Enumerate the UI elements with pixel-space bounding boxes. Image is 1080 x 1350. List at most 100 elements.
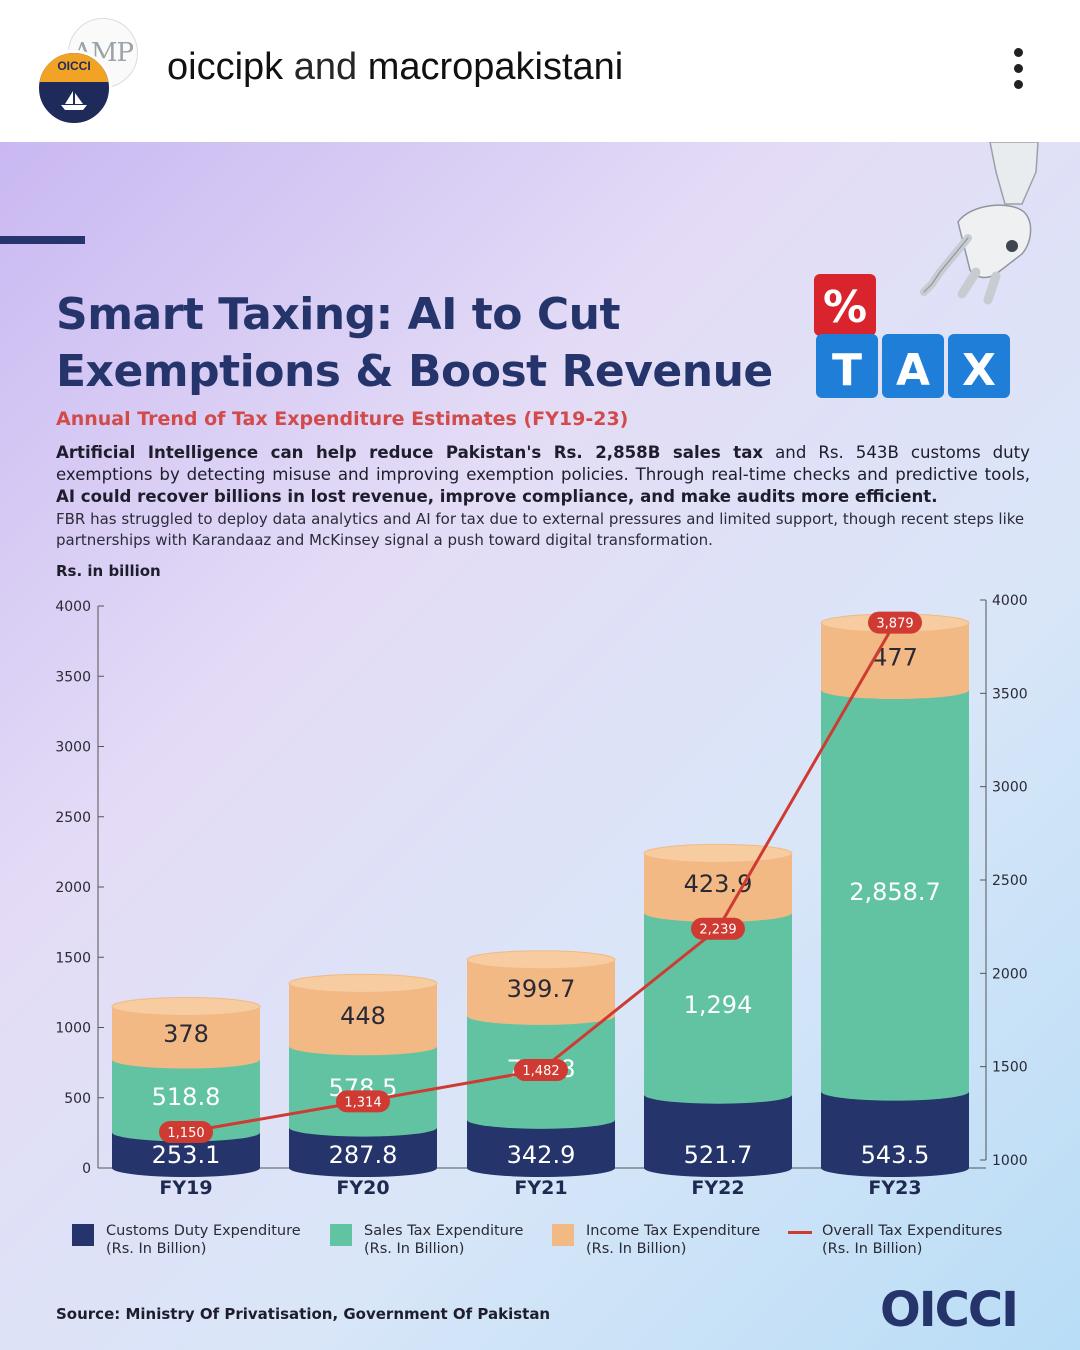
intro-paragraph: Artificial Intelligence can help reduce …: [56, 442, 1030, 508]
overall-label-FY22: 2,239: [699, 923, 736, 938]
y-tick-label-left-2: 1000: [55, 1021, 91, 1037]
y-tick-label-right-1: 1500: [992, 1060, 1028, 1076]
ship-icon: [61, 91, 87, 110]
bar-bottom-cap-FY22-2: [644, 903, 792, 922]
overall-label-FY19: 1,150: [167, 1126, 204, 1141]
robot-hand-tax-illustration: % T A X: [814, 142, 1039, 398]
avatar-front-text: OICCI: [57, 59, 91, 73]
bar-bottom-cap-FY20-0: [289, 1159, 437, 1177]
overall-label-FY23: 3,879: [876, 617, 913, 632]
tax-tiles: % T A X: [814, 274, 1010, 398]
tile-t: T: [832, 345, 862, 396]
y-tick-label-right-5: 3500: [992, 686, 1028, 702]
bar-top-cap-FY20: [289, 974, 437, 993]
value-label-FY19-2: 378: [163, 1020, 209, 1048]
value-label-FY20-0: 287.8: [329, 1141, 398, 1169]
y-tick-label-left-7: 3500: [55, 669, 91, 685]
oicci-logo: OICCI: [880, 1282, 1019, 1338]
bar-bottom-cap-FY21-1: [467, 1110, 615, 1129]
y-axis-unit-label: Rs. in billion: [56, 562, 161, 580]
intro-bold-2: AI could recover billions in lost revenu…: [56, 487, 938, 506]
legend-item-sales: Sales Tax Expenditure (Rs. In Billion): [330, 1222, 544, 1258]
source-note: Source: Ministry Of Privatisation, Gover…: [56, 1305, 551, 1323]
intro-bold-1: Artificial Intelligence can help reduce …: [56, 443, 764, 462]
legend-swatch-sales: [330, 1224, 352, 1246]
avatar-oiccipk[interactable]: OICCI: [36, 50, 112, 126]
account-name-2[interactable]: macropakistani: [367, 46, 624, 88]
overall-label-FY20: 1,314: [344, 1095, 381, 1110]
bar-bottom-cap-FY23-0: [821, 1159, 969, 1177]
legend-label-income: Income Tax Expenditure (Rs. In Billion): [586, 1223, 761, 1257]
value-label-FY22-2: 423.9: [684, 870, 753, 898]
bar-top-cap-FY22: [644, 844, 792, 863]
bar-FY20-2: [289, 983, 437, 1047]
x-tick-label-FY22: FY22: [691, 1177, 744, 1199]
bar-bottom-cap-FY20-1: [289, 1118, 437, 1137]
infographic-poster: % T A X Smart Taxing: AI to Cut Exemptio…: [0, 142, 1080, 1350]
bar-top-cap-edge-FY20: [288, 973, 438, 993]
legend-label-sales: Sales Tax Expenditure (Rs. In Billion): [364, 1223, 524, 1257]
value-label-FY23-0: 543.5: [861, 1141, 930, 1169]
value-label-FY22-0: 521.7: [684, 1141, 753, 1169]
x-tick-label-FY21: FY21: [514, 1177, 567, 1199]
bar-FY19-1: [112, 1059, 260, 1133]
bar-bottom-cap-FY23-2: [821, 680, 969, 699]
bar-bottom-cap-FY22-0: [644, 1159, 792, 1177]
note-paragraph: FBR has struggled to deploy data analyti…: [56, 510, 1025, 549]
bar-FY20-1: [289, 1046, 437, 1128]
x-tick-label-FY20: FY20: [336, 1177, 389, 1199]
y-tick-label-right-2: 2000: [992, 966, 1028, 982]
bar-FY23-2: [821, 622, 969, 690]
bar-bottom-cap-FY22-1: [644, 1085, 792, 1104]
accent-bar: [0, 236, 85, 244]
title-line-2: Exemptions & Boost Revenue: [56, 346, 773, 397]
intro-text-1: and Rs. 543B customs duty exemptions by …: [56, 443, 1030, 484]
bar-bottom-cap-FY21-2: [467, 1006, 615, 1025]
y-tick-label-left-6: 3000: [55, 740, 91, 756]
percent-tile-text: %: [823, 282, 867, 333]
value-label-FY22-1: 1,294: [684, 991, 753, 1019]
legend-label-customs: Customs Duty Expenditure (Rs. In Billion…: [106, 1223, 301, 1257]
title-line-1: Smart Taxing: AI to Cut: [56, 289, 620, 340]
bar-top-cap-FY19: [112, 997, 260, 1016]
y-tick-label-right-0: 1000: [992, 1153, 1028, 1169]
y-tick-label-right-3: 2500: [992, 873, 1028, 889]
bar-top-cap-edge-FY21: [466, 950, 616, 970]
y-tick-label-left-0: 0: [82, 1161, 91, 1177]
bar-FY22-1: [644, 912, 792, 1095]
legend-swatch-customs: [72, 1224, 94, 1246]
x-tick-label-FY23: FY23: [868, 1177, 921, 1199]
bar-bottom-cap-FY21-0: [467, 1159, 615, 1177]
legend-label-overall: Overall Tax Expenditures (Rs. In Billion…: [822, 1223, 1003, 1257]
y-tick-label-right-6: 4000: [992, 593, 1028, 609]
bar-bottom-cap-FY19-0: [112, 1159, 260, 1177]
legend-line-overall: [788, 1231, 812, 1234]
chart-legend: Customs Duty Expenditure (Rs. In Billion…: [72, 1222, 1032, 1266]
overall-pill-FY22: [691, 917, 745, 940]
y-tick-label-left-8: 4000: [55, 599, 91, 615]
bar-top-cap-FY21: [467, 950, 615, 969]
bar-FY22-0: [644, 1094, 792, 1168]
account-name-1[interactable]: oiccipk: [167, 46, 284, 88]
legend-item-income: Income Tax Expenditure (Rs. In Billion): [552, 1222, 782, 1258]
overall-pill-FY23: [868, 611, 922, 634]
value-label-FY20-2: 448: [340, 1002, 386, 1030]
overall-pill-FY20: [336, 1090, 390, 1113]
overall-label-FY21: 1,482: [522, 1064, 559, 1079]
tile-a: A: [896, 345, 930, 396]
y-tick-label-left-1: 500: [64, 1091, 91, 1107]
bar-bottom-cap-FY20-2: [289, 1037, 437, 1056]
bar-FY23-0: [821, 1091, 969, 1168]
account-names[interactable]: oiccipk and macropakistani: [167, 46, 623, 89]
overall-pill-FY19: [159, 1121, 213, 1143]
bar-FY22-2: [644, 853, 792, 913]
bar-bottom-cap-FY23-1: [821, 1082, 969, 1101]
overall-pill-FY21: [514, 1059, 568, 1082]
account-avatars[interactable]: AMP OICCI: [34, 18, 140, 126]
value-label-FY21-2: 399.7: [507, 975, 576, 1003]
more-options-icon[interactable]: [1008, 48, 1028, 94]
y-tick-label-right-4: 3000: [992, 780, 1028, 796]
y-tick-label-left-5: 2500: [55, 810, 91, 826]
tile-x: X: [962, 345, 996, 396]
poster-title: Smart Taxing: AI to Cut Exemptions & Boo…: [56, 286, 816, 400]
